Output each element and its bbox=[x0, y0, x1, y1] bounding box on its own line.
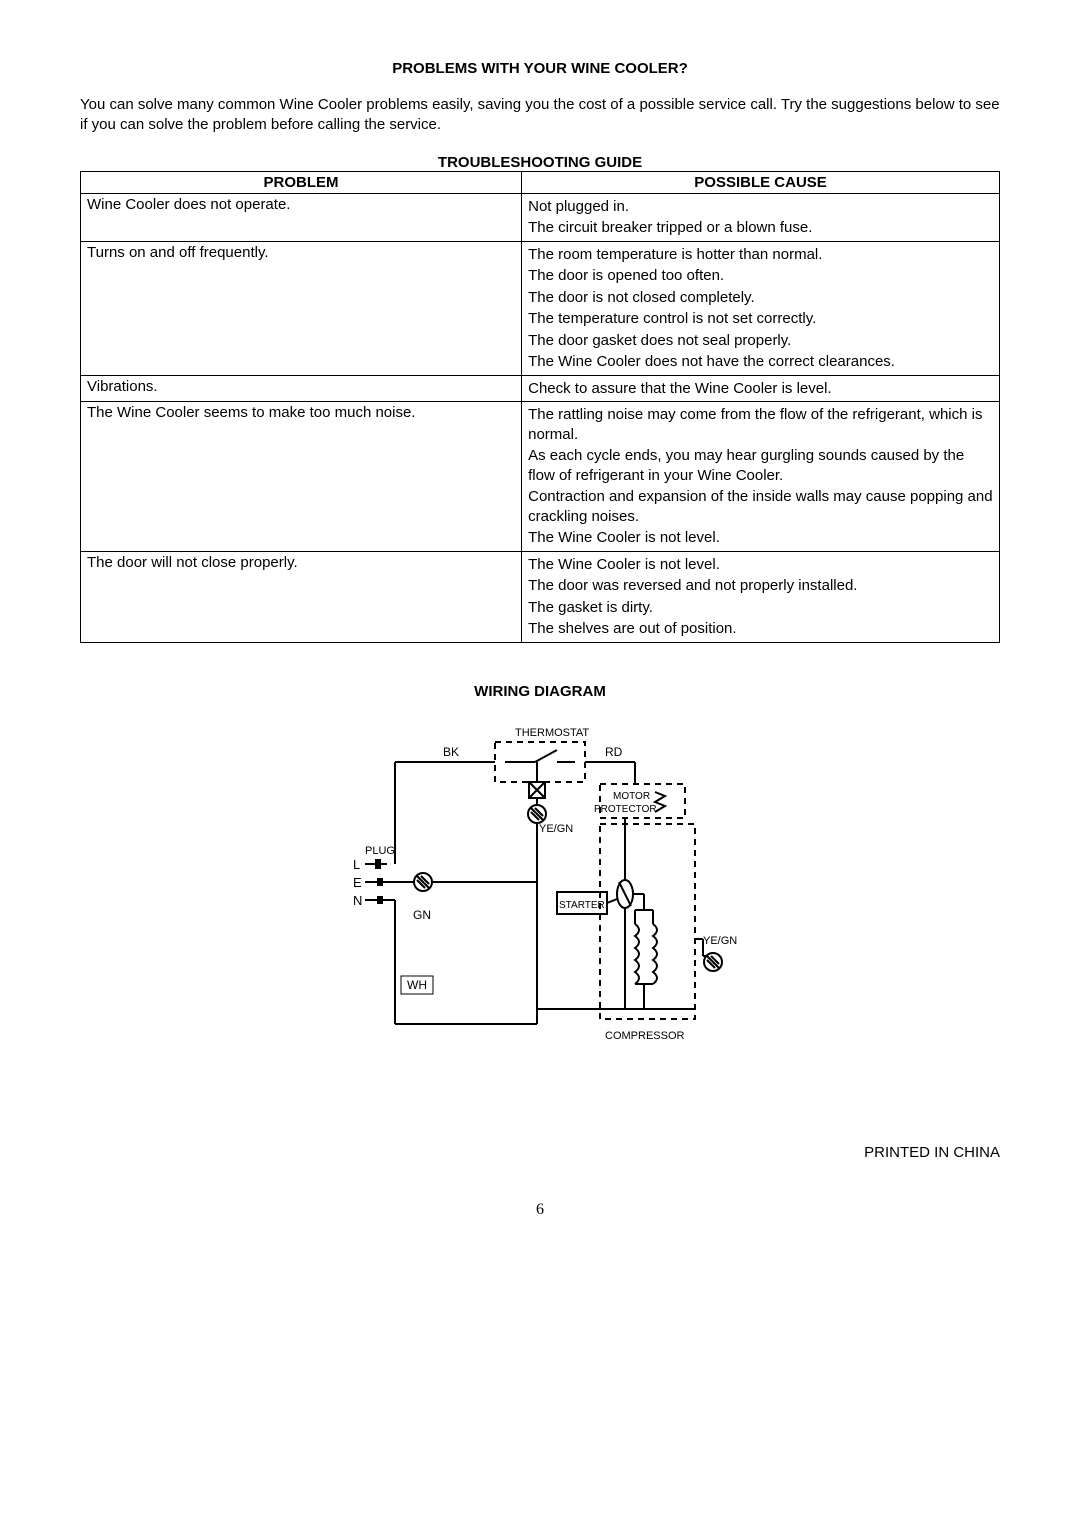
cause-line: The circuit breaker tripped or a blown f… bbox=[528, 217, 993, 239]
motor-label: MOTOR bbox=[613, 791, 650, 802]
cause-line: The door was reversed and not properly i… bbox=[528, 575, 993, 597]
header-cause: POSSIBLE CAUSE bbox=[522, 171, 1000, 193]
cause-line: The door gasket does not seal properly. bbox=[528, 330, 993, 352]
cause-line: The shelves are out of position. bbox=[528, 618, 993, 640]
yegn1-label: YE/GN bbox=[539, 823, 573, 835]
cause-line: Check to assure that the Wine Cooler is … bbox=[528, 378, 993, 400]
gn-label: GN bbox=[413, 908, 431, 922]
starter-label: STARTER bbox=[559, 900, 605, 911]
table-row: Turns on and off frequently. The room tem… bbox=[81, 241, 1000, 375]
thermostat-label: THERMOSTAT bbox=[515, 727, 589, 739]
e-label: E bbox=[353, 875, 362, 890]
table-row: The door will not close properly.The Win… bbox=[81, 551, 1000, 642]
cause-line: The temperature control is not set corre… bbox=[528, 308, 993, 330]
plug-label: PLUG bbox=[365, 845, 395, 857]
protector-label: PROTECTOR bbox=[594, 804, 657, 815]
cause-line: As each cycle ends, you may hear gurglin… bbox=[528, 445, 993, 486]
cause-line: The Wine Cooler is not level. bbox=[528, 527, 993, 549]
l-label: L bbox=[353, 857, 360, 872]
troubleshooting-table: PROBLEM POSSIBLE CAUSE Wine Cooler does … bbox=[80, 171, 1000, 643]
cause-line: The door is not closed completely. bbox=[528, 287, 993, 309]
cause-cell: The rattling noise may come from the flo… bbox=[522, 402, 1000, 552]
cause-line: The rattling noise may come from the flo… bbox=[528, 404, 993, 445]
cause-line: The room temperature is hotter than norm… bbox=[528, 244, 993, 266]
bk-label: BK bbox=[443, 745, 459, 759]
cause-cell: Not plugged in.The circuit breaker tripp… bbox=[522, 193, 1000, 241]
table-row: Vibrations. Check to assure that the Wine… bbox=[81, 375, 1000, 402]
table-row: Wine Cooler does not operate.Not plugged… bbox=[81, 193, 1000, 241]
printed-label: PRINTED IN CHINA bbox=[80, 1144, 1000, 1161]
page-number: 6 bbox=[80, 1201, 1000, 1219]
problem-cell: Turns on and off frequently. bbox=[81, 241, 522, 375]
problem-cell: Vibrations. bbox=[81, 375, 522, 402]
table-row: The Wine Cooler seems to make too much n… bbox=[81, 402, 1000, 552]
problem-cell: The Wine Cooler seems to make too much n… bbox=[81, 402, 522, 552]
cause-line: The gasket is dirty. bbox=[528, 597, 993, 619]
cause-line: Contraction and expansion of the inside … bbox=[528, 486, 993, 527]
cause-line: The door is opened too often. bbox=[528, 265, 993, 287]
problem-cell: Wine Cooler does not operate. bbox=[81, 193, 522, 241]
cause-cell: The Wine Cooler is not level.The door wa… bbox=[522, 551, 1000, 642]
wh-label: WH bbox=[407, 978, 427, 992]
cause-cell: Check to assure that the Wine Cooler is … bbox=[522, 375, 1000, 402]
table-title: TROUBLESHOOTING GUIDE bbox=[80, 154, 1000, 171]
cause-line: The Wine Cooler does not have the correc… bbox=[528, 351, 993, 373]
section-title: PROBLEMS WITH YOUR WINE COOLER? bbox=[80, 60, 1000, 77]
wiring-title: WIRING DIAGRAM bbox=[80, 683, 1000, 700]
cause-cell: The room temperature is hotter than norm… bbox=[522, 241, 1000, 375]
yegn2-label: YE/GN bbox=[703, 935, 737, 947]
n-label: N bbox=[353, 893, 362, 908]
compressor-label: COMPRESSOR bbox=[605, 1030, 685, 1042]
problem-cell: The door will not close properly. bbox=[81, 551, 522, 642]
cause-line: Not plugged in. bbox=[528, 196, 993, 218]
intro-text: You can solve many common Wine Cooler pr… bbox=[80, 95, 1000, 136]
wiring-diagram: THERMOSTAT BK RD MOTOR PROTECTOR YE/GN P… bbox=[80, 724, 1000, 1054]
rd-label: RD bbox=[605, 745, 623, 759]
header-problem: PROBLEM bbox=[81, 171, 522, 193]
cause-line: The Wine Cooler is not level. bbox=[528, 554, 993, 576]
